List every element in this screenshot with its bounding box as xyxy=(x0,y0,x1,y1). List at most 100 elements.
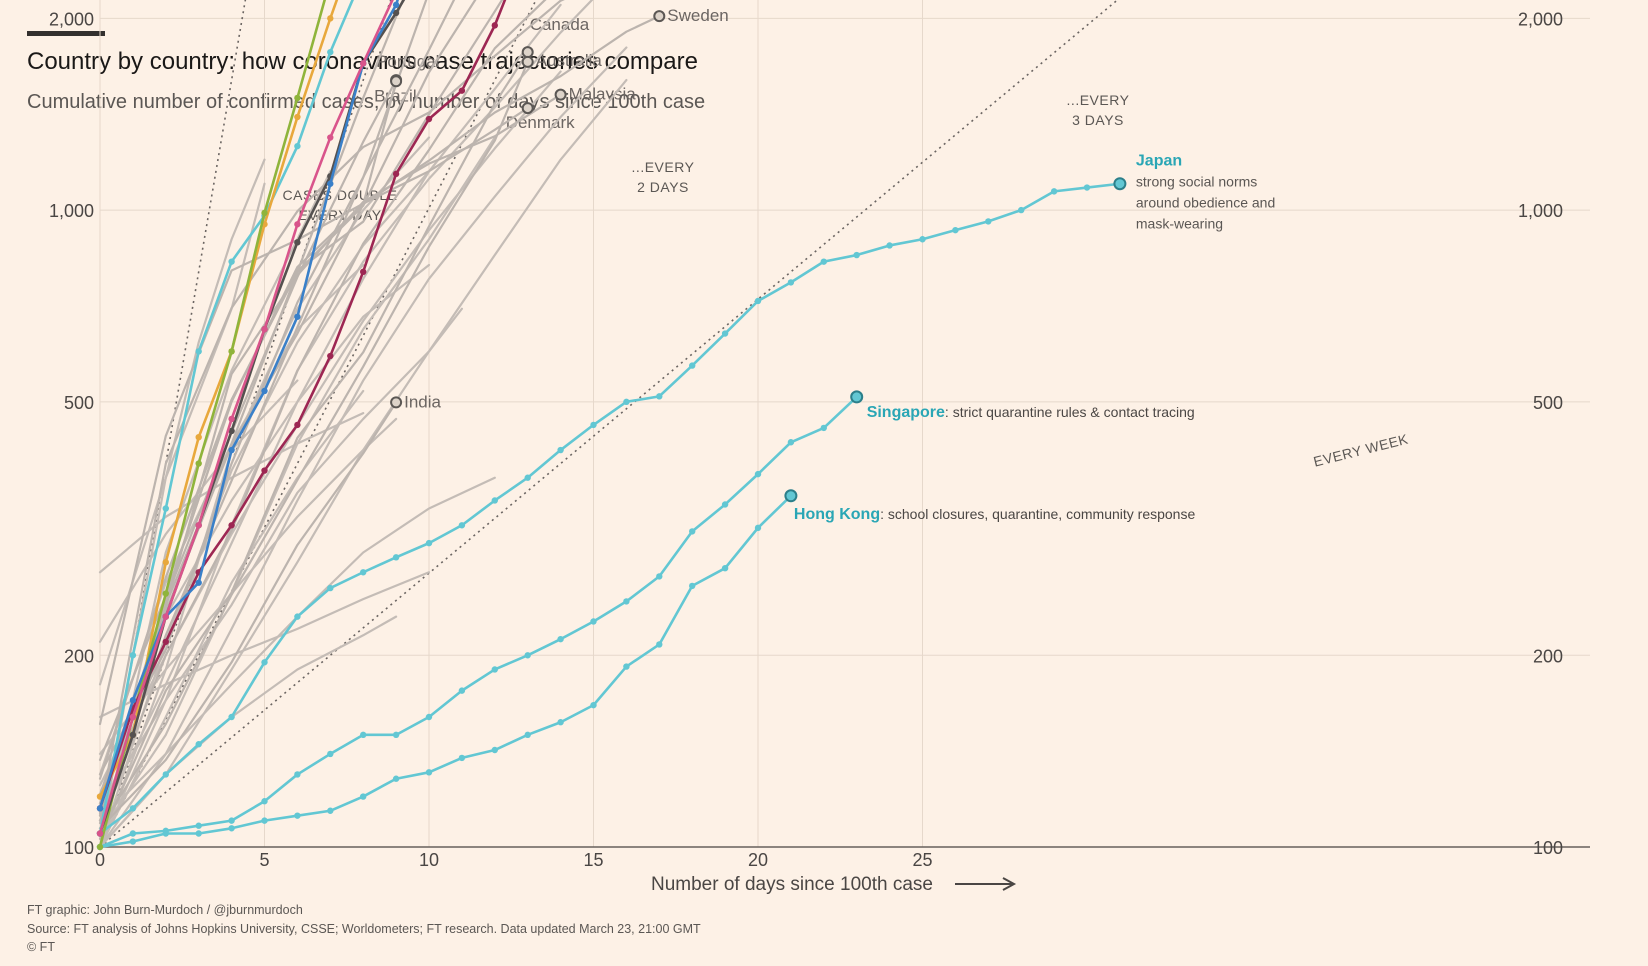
series-singapore-end-marker xyxy=(850,390,864,404)
other-country-15 xyxy=(98,46,628,849)
series-spain-point xyxy=(392,1,400,9)
series-japan-point xyxy=(656,393,663,400)
series-label-group-japan: Japan strong social norms around obedience… xyxy=(1136,153,1275,232)
series-switzerland-line xyxy=(98,0,428,822)
reference-label: 3 DAYS xyxy=(1072,112,1124,128)
series-singapore-point xyxy=(820,424,827,432)
series-hong-kong-point xyxy=(689,582,696,590)
grey-series: GermanyFranceSwitzerlandNetherlandsAustr… xyxy=(374,6,729,411)
series-spain-line xyxy=(98,0,399,810)
y-tick-label-left: 1,000 xyxy=(49,201,94,221)
series-japan-point xyxy=(557,446,564,454)
other-country-16-line xyxy=(98,0,594,849)
series-hong-kong-point xyxy=(425,769,433,776)
series-japan-point xyxy=(294,613,301,620)
series-switzerland xyxy=(98,0,428,822)
series-uk-point xyxy=(261,467,268,474)
series-japan-point xyxy=(787,279,795,286)
series-japan-point xyxy=(886,242,893,249)
series-uk-point xyxy=(162,638,169,645)
series-hong-kong-point xyxy=(590,701,597,709)
series-singapore-point xyxy=(228,817,235,824)
series-hong-kong-point xyxy=(294,812,301,819)
series-uk-point xyxy=(458,87,466,94)
series-singapore-point xyxy=(327,750,334,758)
y-tick-label-right: 500 xyxy=(1533,393,1563,413)
series-singapore-point xyxy=(195,822,202,829)
series-label-hong-kong: Hong Kong: school closures, quarantine, … xyxy=(794,506,1196,523)
series-china-point xyxy=(327,15,334,22)
series-hong-kong-point xyxy=(327,807,334,814)
series-label-india: India xyxy=(404,392,441,411)
series-malaysia xyxy=(98,88,567,805)
series-singapore-point xyxy=(524,652,531,659)
series-australia-line xyxy=(98,60,529,830)
series-spain-point xyxy=(96,805,104,812)
series-japan-point xyxy=(261,659,268,666)
chart-subtitle: Cumulative number of confirmed cases, by… xyxy=(27,91,706,113)
series-singapore-point xyxy=(261,798,268,805)
reference-line-7-day xyxy=(99,0,1119,848)
series-australia-end-marker xyxy=(521,55,534,68)
other-country-15-line xyxy=(98,46,628,849)
series-us-point xyxy=(294,221,301,228)
series-hong-kong-end-marker xyxy=(784,489,798,503)
series-singapore-point xyxy=(458,687,466,694)
series-spain-point xyxy=(195,579,202,586)
series-norway xyxy=(98,0,565,815)
series-spain-point xyxy=(294,313,301,320)
series-s-korea-point xyxy=(228,258,235,265)
series-singapore xyxy=(96,390,864,851)
series-canada-end-marker xyxy=(521,46,534,59)
series-hong-kong-point xyxy=(557,719,564,726)
series-singapore-point xyxy=(392,731,400,739)
series-japan-point xyxy=(1083,184,1091,191)
series-japan-line xyxy=(98,182,1122,835)
series-us xyxy=(96,0,394,837)
series-us-point xyxy=(327,134,334,141)
series-japan-point xyxy=(360,569,367,576)
series-singapore-point xyxy=(162,827,169,835)
series-label-portugal: Portugal xyxy=(376,52,439,71)
series-label-group-singapore: Singapore: strict quarantine rules & con… xyxy=(867,404,1195,421)
footer-source: Source: FT analysis of Johns Hopkins Uni… xyxy=(27,922,701,936)
series-japan-point xyxy=(590,421,597,429)
y-tick-label-right: 200 xyxy=(1533,646,1563,666)
series-france-line xyxy=(98,0,456,776)
series-label-malaysia: Malaysia xyxy=(569,85,637,104)
series-hong-kong-point xyxy=(754,524,762,532)
series-denmark-end-marker xyxy=(521,102,534,115)
y-tick-label-left: 200 xyxy=(64,646,94,666)
series-uk-point xyxy=(294,421,301,429)
series-singapore-point xyxy=(360,731,367,739)
series-s-korea-point xyxy=(327,48,334,56)
series-label-sweden: Sweden xyxy=(667,6,728,25)
other-country-17-line xyxy=(98,78,628,849)
series-germany xyxy=(98,0,405,805)
series-singapore-point xyxy=(294,771,301,778)
series-italy-point xyxy=(228,427,235,435)
series-japan-point xyxy=(985,218,992,225)
series-sweden-end-marker xyxy=(653,10,666,23)
series-brazil-end-marker xyxy=(390,75,403,88)
series-hong-kong xyxy=(96,489,798,851)
annotation-hong-kong: : school closures, quarantine, community… xyxy=(880,506,1195,522)
series-singapore-point xyxy=(754,470,762,478)
series-germany-line xyxy=(98,0,405,805)
series-japan-point xyxy=(162,771,169,778)
series-s-korea-point xyxy=(129,652,137,659)
series-japan-point xyxy=(952,226,959,234)
y-tick-label-left: 2,000 xyxy=(49,9,94,29)
series-spain-point xyxy=(129,697,137,704)
other-country-17 xyxy=(98,78,628,849)
x-tick-label: 20 xyxy=(748,850,768,870)
series-uk-point xyxy=(360,268,367,276)
series-japan-point xyxy=(623,398,630,406)
series-canada-line xyxy=(98,51,529,840)
annotation-singapore: : strict quarantine rules & contact trac… xyxy=(945,404,1195,420)
series-norway-line xyxy=(98,0,565,815)
gridlines xyxy=(99,0,1590,847)
series-china-point xyxy=(195,433,202,441)
